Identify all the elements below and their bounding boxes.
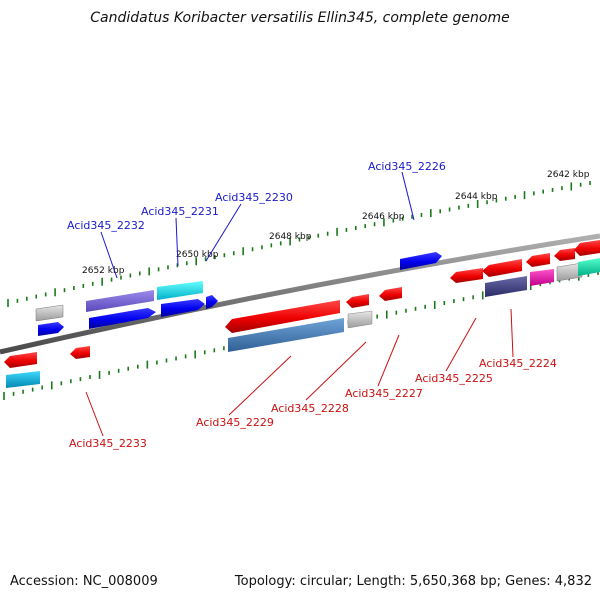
gene-acid345-2227[interactable] (379, 287, 402, 301)
gene-label-acid345-2224[interactable]: Acid345_2224 (479, 357, 557, 370)
gene-label-acid345-2231[interactable]: Acid345_2231 (141, 205, 219, 218)
gene-gray-left[interactable] (35, 304, 64, 322)
gene-teal-edge[interactable] (578, 258, 600, 276)
kbp-label-2648: 2648 kbp (269, 232, 312, 242)
gene-acid345-2232[interactable] (86, 290, 154, 312)
gene-acid345-2232-lower[interactable] (89, 308, 156, 329)
genome-summary-text: Topology: circular; Length: 5,650,368 bp… (234, 574, 592, 589)
gene-label-acid345-2225[interactable]: Acid345_2225 (415, 372, 493, 385)
kbp-label-2642: 2642 kbp (547, 170, 590, 180)
gene-acid345-2230-small[interactable] (206, 295, 218, 309)
map-title: Candidatus Koribacter versatilis Ellin34… (90, 10, 510, 26)
gene-label-acid345-2232[interactable]: Acid345_2232 (67, 219, 145, 232)
gene-label-acid345-2227[interactable]: Acid345_2227 (345, 387, 423, 400)
gene-sky-left[interactable] (6, 371, 40, 388)
gene-red-small-left[interactable] (70, 346, 90, 359)
forward-strand-genes (35, 252, 442, 336)
reverse-strand-genes (4, 240, 600, 388)
gene-acid345-2225-lower[interactable] (485, 276, 527, 297)
gene-acid345-2226[interactable] (400, 252, 442, 270)
gene-gray-right[interactable] (556, 262, 583, 282)
gene-red-edge[interactable] (574, 240, 600, 256)
gene-acid345-2230[interactable] (161, 299, 205, 317)
kbp-label-2650: 2650 kbp (176, 250, 219, 260)
gene-acid345-2225[interactable] (482, 259, 522, 277)
accession-text: Accession: NC_008009 (10, 574, 158, 589)
gene-acid345-2231[interactable] (157, 281, 203, 300)
gene-red-b[interactable] (526, 253, 550, 267)
gene-red-mid[interactable] (346, 294, 369, 308)
gene-label-acid345-2226[interactable]: Acid345_2226 (368, 160, 446, 173)
gene-label-acid345-2228[interactable]: Acid345_2228 (271, 402, 349, 415)
kbp-label-2644: 2644 kbp (455, 192, 498, 202)
forward-leader-lines (100, 171, 415, 279)
gene-acid345-2229-lower[interactable] (228, 318, 344, 352)
upper-scale-ticks (7, 181, 591, 307)
gene-label-acid345-2233[interactable]: Acid345_2233 (69, 437, 147, 450)
gene-label-acid345-2229[interactable]: Acid345_2229 (196, 416, 274, 429)
reverse-leader-lines (85, 308, 514, 437)
kbp-label-2652: 2652 kbp (82, 266, 125, 276)
kbp-label-2646: 2646 kbp (362, 212, 405, 222)
gene-red-c[interactable] (554, 248, 575, 261)
gene-blue-left[interactable] (38, 322, 64, 336)
gene-acid345-2228[interactable] (347, 310, 373, 329)
gene-label-acid345-2230[interactable]: Acid345_2230 (215, 191, 293, 204)
gene-red-a[interactable] (450, 268, 483, 283)
gene-red-left[interactable] (4, 352, 37, 368)
gene-acid345-2224[interactable] (530, 269, 554, 286)
genome-backbone (0, 233, 600, 355)
gene-acid345-2229[interactable] (225, 300, 340, 333)
